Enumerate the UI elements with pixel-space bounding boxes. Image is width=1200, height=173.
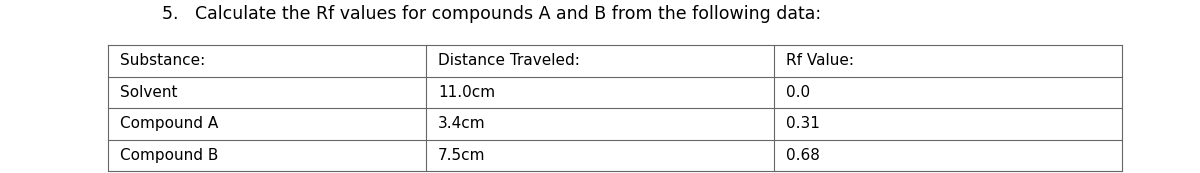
Text: Compound B: Compound B <box>120 148 218 163</box>
Text: 0.31: 0.31 <box>786 116 820 131</box>
Text: 7.5cm: 7.5cm <box>438 148 486 163</box>
Text: 11.0cm: 11.0cm <box>438 85 496 100</box>
Text: 3.4cm: 3.4cm <box>438 116 486 131</box>
Text: 0.68: 0.68 <box>786 148 820 163</box>
Text: Solvent: Solvent <box>120 85 178 100</box>
Text: Rf Value:: Rf Value: <box>786 53 854 68</box>
Text: Distance Traveled:: Distance Traveled: <box>438 53 580 68</box>
Text: 0.0: 0.0 <box>786 85 810 100</box>
Text: Compound A: Compound A <box>120 116 218 131</box>
Text: Substance:: Substance: <box>120 53 205 68</box>
Text: 5.   Calculate the Rf values for compounds A and B from the following data:: 5. Calculate the Rf values for compounds… <box>162 5 822 23</box>
